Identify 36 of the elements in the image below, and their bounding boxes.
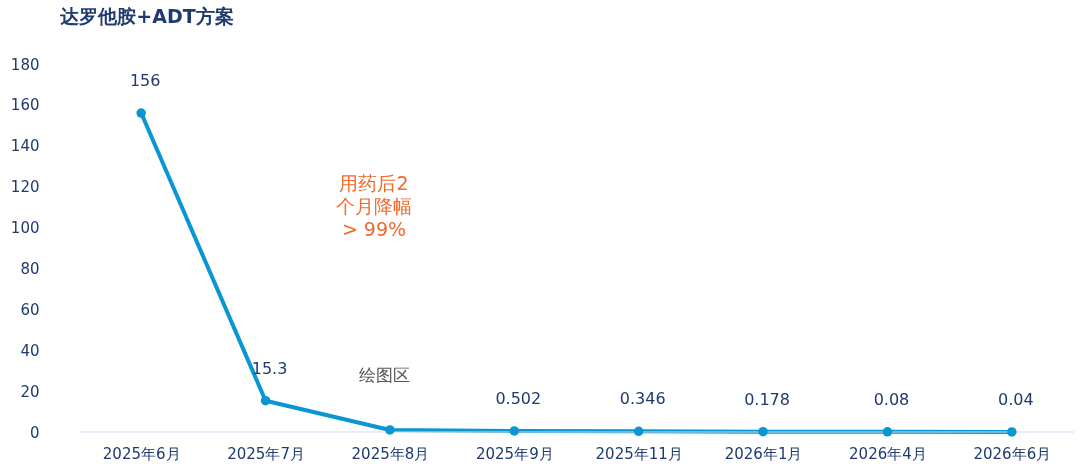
y-tick-label: 120 xyxy=(10,178,40,197)
point xyxy=(758,426,768,437)
x-tick-label: 2025年7月 xyxy=(227,444,305,463)
y-tick-label: 60 xyxy=(20,300,40,319)
x-tick-label: 2026年1月 xyxy=(724,444,803,463)
x-tick-label: 2025年6月 xyxy=(102,444,181,463)
point xyxy=(385,425,395,435)
annotation: 绘图区 xyxy=(358,365,410,385)
x-tick-label: 2026年6月 xyxy=(973,444,1052,463)
point xyxy=(633,426,644,437)
point xyxy=(509,426,520,436)
y-tick-label: 40 xyxy=(20,341,40,360)
y-tick-label: 100 xyxy=(10,219,40,238)
point xyxy=(260,395,271,406)
data-label: 15.3 xyxy=(251,358,288,378)
point xyxy=(1007,427,1017,437)
y-tick-label: 0 xyxy=(29,423,40,442)
data-label: 0.178 xyxy=(744,389,790,409)
x-tick-label: 2026年4月 xyxy=(849,444,927,463)
data-label: 0.04 xyxy=(998,389,1034,409)
data-label: 0.08 xyxy=(873,389,910,409)
annotation: 用药后2 个月降幅 > 99% xyxy=(336,172,412,240)
y-tick-label: 80 xyxy=(20,259,40,278)
point xyxy=(882,427,893,437)
x-tick-label: 2025年9月 xyxy=(475,444,554,463)
y-tick-label: 20 xyxy=(20,382,40,401)
x-tick-label: 2025年11月 xyxy=(595,444,683,463)
data-label: 156 xyxy=(129,71,161,91)
y-tick-label: 180 xyxy=(10,55,40,74)
chart-title: 达罗他胺+ADT方案 xyxy=(59,5,234,27)
y-tick-label: 160 xyxy=(10,96,40,115)
data-label: 0.346 xyxy=(619,389,666,409)
x-tick-label: 2025年8月 xyxy=(351,444,430,463)
y-tick-label: 140 xyxy=(10,137,40,156)
point xyxy=(136,108,146,118)
data-label: 0.502 xyxy=(495,388,542,408)
